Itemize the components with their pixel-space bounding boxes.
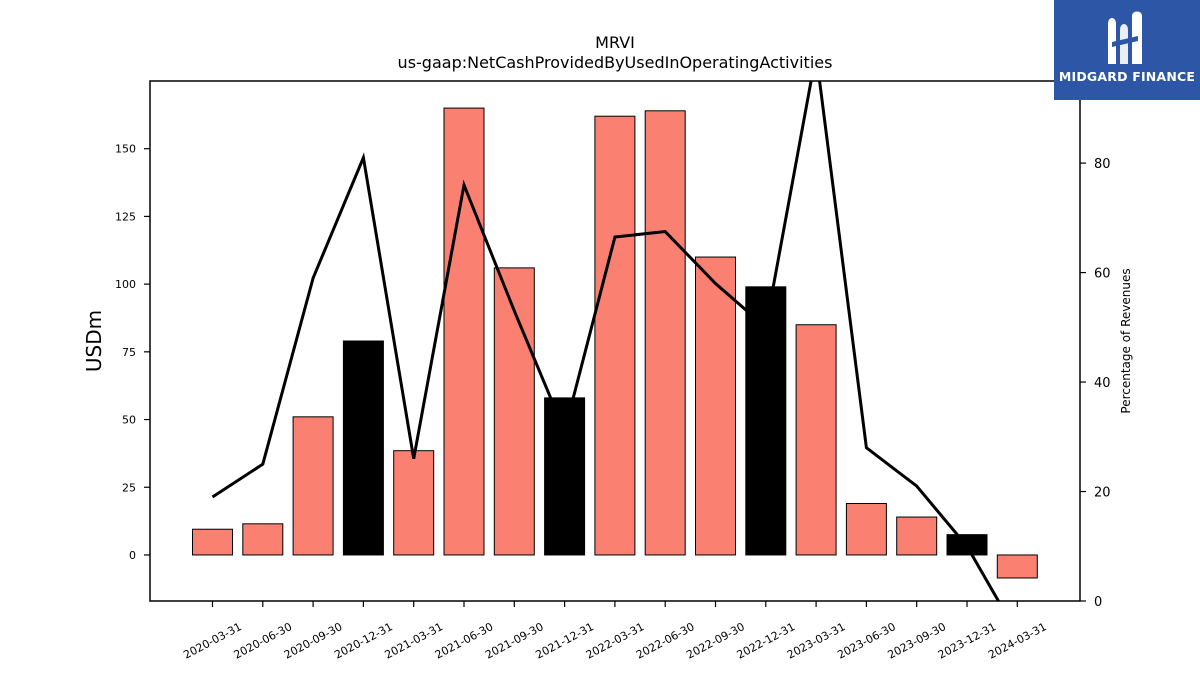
bar: [393, 450, 435, 556]
bar: [644, 110, 686, 556]
bar: [242, 523, 284, 556]
plot-frame: [149, 80, 1081, 602]
y-tick-label: 25: [122, 481, 136, 494]
bar: [443, 107, 485, 556]
bar: [845, 503, 887, 556]
y2-tick-label: 0: [1094, 595, 1102, 610]
y-tick-label: 50: [122, 414, 136, 427]
logo-text: MIDGARD FINANCE: [1058, 69, 1196, 84]
bar: [493, 267, 535, 556]
midgard-finance-logo: MIDGARD FINANCE: [1054, 0, 1200, 100]
y2-tick-label: 20: [1094, 486, 1111, 501]
logo-mark-icon: [1108, 11, 1142, 64]
bar: [896, 516, 938, 556]
y-tick-label: 150: [115, 143, 136, 156]
y-tick-label: 0: [129, 549, 136, 562]
y-tick-label: 75: [122, 346, 136, 359]
bar: [292, 416, 334, 556]
y2-tick-label: 60: [1094, 267, 1111, 282]
bar: [594, 115, 636, 556]
series-line: [211, 81, 1001, 601]
y2-tick-label: 40: [1094, 376, 1111, 391]
bar: [795, 324, 837, 556]
bar: [192, 528, 233, 556]
bar: [342, 340, 384, 556]
y-tick-label: 100: [115, 278, 136, 291]
bar: [996, 554, 1038, 579]
y2-axis-label: Percentage of Revenues: [1119, 268, 1133, 413]
bar: [745, 286, 787, 556]
y-axis-label: USDm: [82, 310, 106, 372]
bar: [544, 397, 586, 556]
bar: [695, 256, 736, 556]
chart-title: MRVI: [595, 33, 635, 52]
y2-tick-label: 80: [1094, 157, 1111, 172]
chart-subtitle: us-gaap:NetCashProvidedByUsedInOperating…: [398, 53, 833, 72]
y-tick-label: 125: [115, 210, 136, 223]
